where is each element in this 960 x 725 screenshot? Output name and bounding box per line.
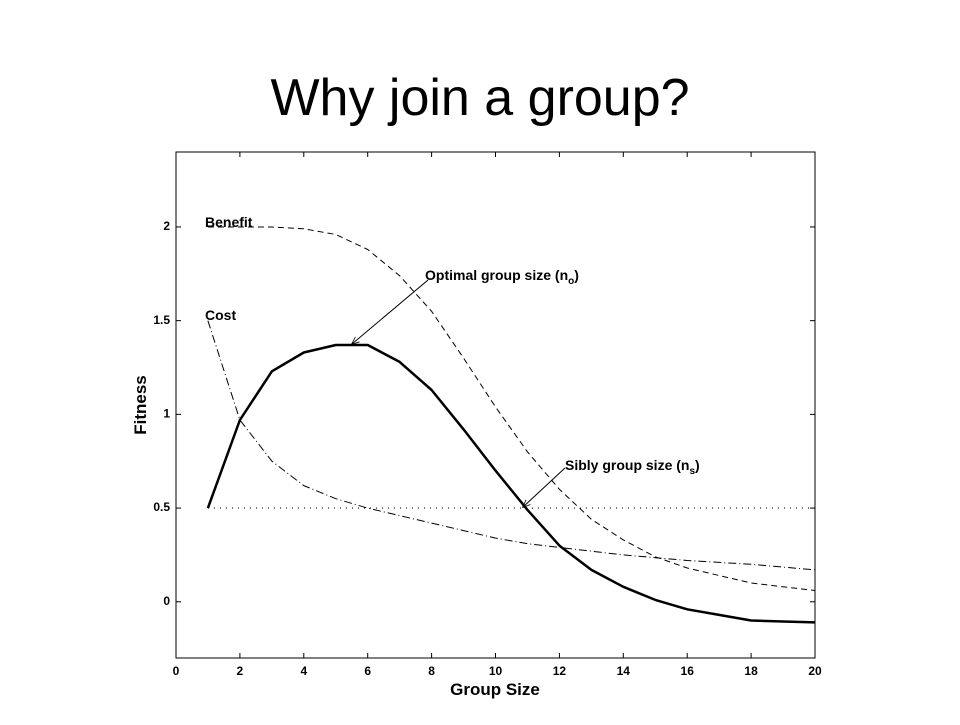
y-tick-label: 0 (163, 594, 170, 608)
annotation: Optimal group size (no) (425, 267, 579, 287)
x-tick-label: 0 (173, 664, 180, 678)
y-tick-label: 1 (163, 407, 170, 421)
benefit-label: Benefit (205, 214, 253, 230)
annotation-arrow (352, 279, 429, 344)
y-axis-label: Fitness (131, 375, 150, 435)
plot-frame (175, 151, 816, 659)
annotation-sub: s (689, 466, 695, 477)
annotation-text: Sibly group size (n (565, 457, 689, 473)
series-line (206, 343, 816, 624)
annotation: Sibly group size (ns) (565, 457, 700, 477)
y-tick-label: 2 (163, 219, 170, 233)
x-axis-label: Group Size (450, 680, 540, 699)
x-tick-label: 12 (553, 664, 567, 678)
cost-label: Cost (205, 307, 236, 323)
x-tick-label: 18 (744, 664, 758, 678)
x-tick-label: 20 (808, 664, 822, 678)
annotation-sub: o (568, 276, 574, 287)
x-tick-label: 8 (428, 664, 435, 678)
x-tick-label: 4 (300, 664, 307, 678)
annotation-arrow (523, 467, 566, 507)
series-line (207, 226, 816, 591)
x-tick-label: 2 (237, 664, 244, 678)
x-tick-label: 6 (364, 664, 371, 678)
series-line (207, 320, 816, 571)
x-tick-label: 14 (617, 664, 631, 678)
x-tick-label: 16 (681, 664, 695, 678)
annotation-suffix: ) (574, 267, 579, 283)
y-tick-label: 1.5 (153, 313, 170, 327)
annotation-text: Optimal group size (n (425, 267, 568, 283)
annotation-suffix: ) (695, 457, 700, 473)
y-tick-label: 0.5 (153, 500, 170, 514)
x-tick-label: 10 (489, 664, 503, 678)
slide-title: Why join a group? (270, 69, 689, 127)
